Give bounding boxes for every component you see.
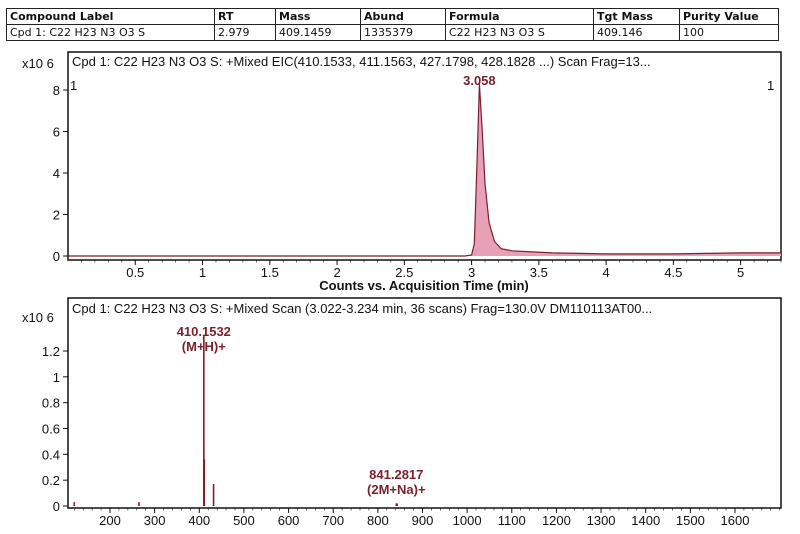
ms-y-tick-label: 0.6 bbox=[42, 422, 60, 437]
eic-x-tick-label: 1 bbox=[199, 265, 206, 280]
eic-y-tick-label: 0 bbox=[53, 249, 60, 264]
eic-x-tick-label: 2.5 bbox=[395, 265, 413, 280]
ms-frame bbox=[67, 297, 782, 509]
ms-x-tick-label: 1300 bbox=[587, 513, 616, 528]
ms-peak-annotation: 841.2817 bbox=[369, 467, 423, 482]
ms-x-tick-label: 900 bbox=[412, 513, 434, 528]
cell-compound-label: Cpd 1: C22 H23 N3 O3 S bbox=[6, 24, 215, 41]
ms-x-tick-label: 1200 bbox=[542, 513, 571, 528]
eic-x-tick-label: 1.5 bbox=[261, 265, 279, 280]
compound-summary-table: Compound Label RT Mass Abund Formula Tgt… bbox=[6, 8, 779, 41]
ms-x-tick-label: 1500 bbox=[676, 513, 705, 528]
eic-x-tick-label: 0.5 bbox=[126, 265, 144, 280]
ms-x-tick-label: 600 bbox=[278, 513, 300, 528]
eic-peak-label: 3.058 bbox=[463, 73, 496, 88]
eic-x-tick-label: 5 bbox=[737, 265, 744, 280]
eic-y-tick-label: 4 bbox=[53, 166, 60, 181]
summary-data-row: Cpd 1: C22 H23 N3 O3 S 2.979 409.1459 13… bbox=[6, 24, 779, 41]
summary-header-row: Compound Label RT Mass Abund Formula Tgt… bbox=[6, 8, 779, 25]
ms-y-tick-label: 1.2 bbox=[42, 344, 60, 359]
ms-peak-annotation: 410.1532 bbox=[177, 324, 231, 339]
eic-corner-label-left: 1 bbox=[70, 78, 77, 93]
eic-title: Cpd 1: C22 H23 N3 O3 S: +Mixed EIC(410.1… bbox=[72, 54, 651, 69]
ms-x-tick-label: 1100 bbox=[498, 513, 526, 528]
eic-x-axis-label: Counts vs. Acquisition Time (min) bbox=[319, 278, 528, 293]
eic-y-tick-label: 2 bbox=[53, 208, 60, 223]
cell-formula: C22 H23 N3 O3 S bbox=[445, 24, 594, 41]
ms-x-tick-label: 400 bbox=[188, 513, 210, 528]
ms-x-tick-label: 500 bbox=[233, 513, 255, 528]
ms-y-tick-label: 0.4 bbox=[42, 447, 60, 462]
ms-y-tick-label: 0 bbox=[53, 499, 60, 514]
eic-x-tick-label: 3 bbox=[468, 265, 475, 280]
eic-peak-fill bbox=[68, 83, 781, 256]
eic-y-exponent: x10 6 bbox=[22, 56, 54, 71]
ms-x-tick-label: 800 bbox=[367, 513, 389, 528]
eic-y-tick-label: 8 bbox=[53, 83, 60, 98]
ms-x-tick-label: 1400 bbox=[631, 513, 660, 528]
eic-frame bbox=[67, 51, 782, 261]
eic-series-line bbox=[68, 83, 781, 257]
ms-y-tick-label: 0.8 bbox=[42, 396, 60, 411]
ms-title: Cpd 1: C22 H23 N3 O3 S: +Mixed Scan (3.0… bbox=[72, 301, 652, 316]
eic-x-tick-label: 4.5 bbox=[664, 265, 682, 280]
header-formula: Formula bbox=[445, 8, 594, 25]
ms-x-tick-label: 300 bbox=[144, 513, 166, 528]
eic-x-tick-label: 2 bbox=[333, 265, 340, 280]
ms-y-tick-label: 1 bbox=[53, 370, 60, 385]
eic-x-tick-label: 3.5 bbox=[530, 265, 548, 280]
eic-x-tick-label: 4 bbox=[602, 265, 609, 280]
eic-y-tick-label: 6 bbox=[53, 125, 60, 140]
ms-x-tick-label: 200 bbox=[99, 513, 121, 528]
cell-tgt-mass: 409.146 bbox=[593, 24, 680, 41]
header-tgt-mass: Tgt Mass bbox=[593, 8, 680, 25]
cell-purity: 100 bbox=[679, 24, 779, 41]
ms-x-tick-label: 1600 bbox=[721, 513, 750, 528]
ms-x-tick-label: 1000 bbox=[453, 513, 482, 528]
ms-peak-annotation: (2M+Na)+ bbox=[367, 482, 426, 497]
cell-mass: 409.1459 bbox=[275, 24, 361, 41]
ms-y-tick-label: 0.2 bbox=[42, 473, 60, 488]
cell-abund: 1335379 bbox=[360, 24, 446, 41]
ms-y-exponent: x10 6 bbox=[22, 310, 54, 325]
eic-corner-label-right: 1 bbox=[767, 78, 774, 93]
ms-x-tick-label: 700 bbox=[322, 513, 344, 528]
ms-peak-annotation: (M+H)+ bbox=[182, 339, 226, 354]
